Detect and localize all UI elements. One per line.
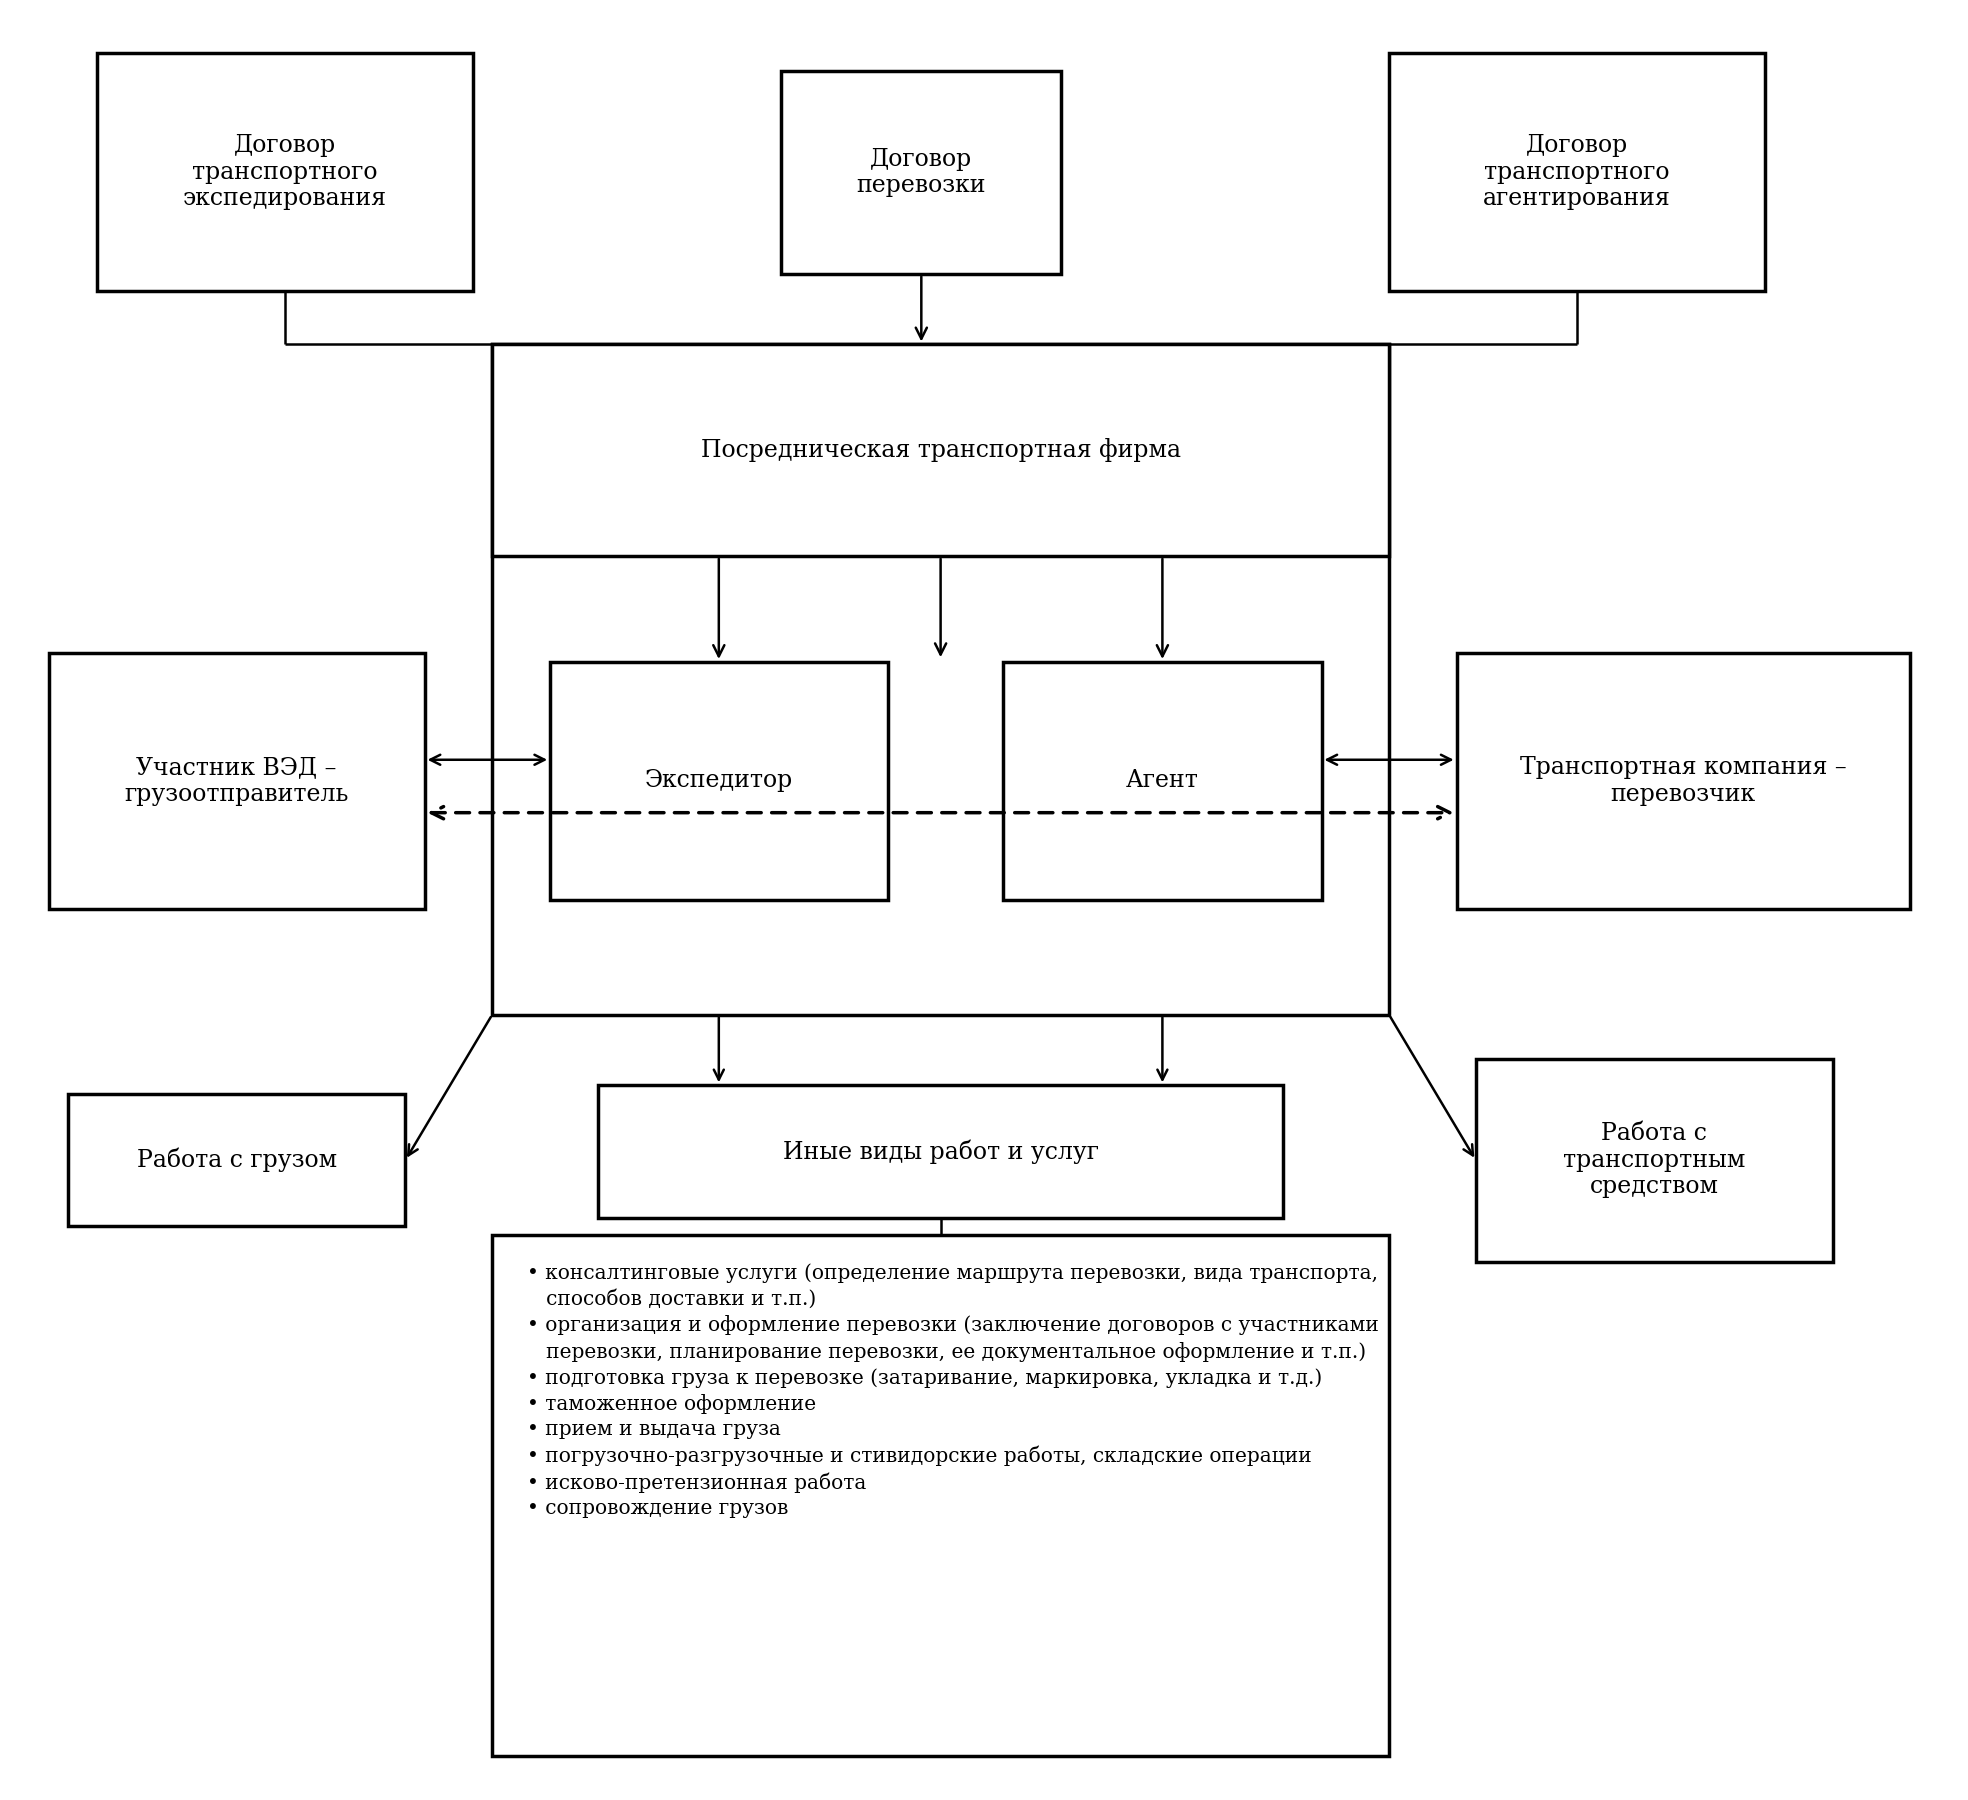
Text: Работа с
транспортным
средством: Работа с транспортным средством: [1563, 1121, 1746, 1199]
FancyBboxPatch shape: [1476, 1058, 1832, 1262]
FancyBboxPatch shape: [67, 1094, 405, 1226]
Text: Договор
перевозки: Договор перевозки: [856, 148, 986, 198]
FancyBboxPatch shape: [96, 54, 472, 292]
FancyBboxPatch shape: [1004, 662, 1322, 900]
FancyBboxPatch shape: [1456, 653, 1909, 909]
FancyBboxPatch shape: [1389, 54, 1765, 292]
FancyBboxPatch shape: [492, 344, 1389, 1015]
Text: Транспортная компания –
перевозчик: Транспортная компания – перевозчик: [1519, 756, 1846, 806]
Text: Экспедитор: Экспедитор: [646, 769, 793, 792]
Text: Агент: Агент: [1126, 769, 1199, 792]
FancyBboxPatch shape: [492, 1235, 1389, 1755]
Text: Договор
транспортного
экспедирования: Договор транспортного экспедирования: [183, 135, 388, 211]
Text: Работа с грузом: Работа с грузом: [136, 1148, 337, 1172]
FancyBboxPatch shape: [492, 344, 1389, 556]
FancyBboxPatch shape: [549, 662, 888, 900]
FancyBboxPatch shape: [781, 70, 1061, 274]
Text: • консалтинговые услуги (определение маршрута перевозки, вида транспорта,
   спо: • консалтинговые услуги (определение мар…: [527, 1264, 1380, 1519]
FancyBboxPatch shape: [598, 1085, 1283, 1217]
Text: Участник ВЭД –
грузоотправитель: Участник ВЭД – грузоотправитель: [124, 756, 348, 806]
FancyBboxPatch shape: [49, 653, 425, 909]
Text: Посредническая транспортная фирма: Посредническая транспортная фирма: [701, 437, 1181, 463]
Text: Договор
транспортного
агентирования: Договор транспортного агентирования: [1484, 135, 1671, 211]
Text: Иные виды работ и услуг: Иные виды работ и услуг: [783, 1139, 1098, 1163]
